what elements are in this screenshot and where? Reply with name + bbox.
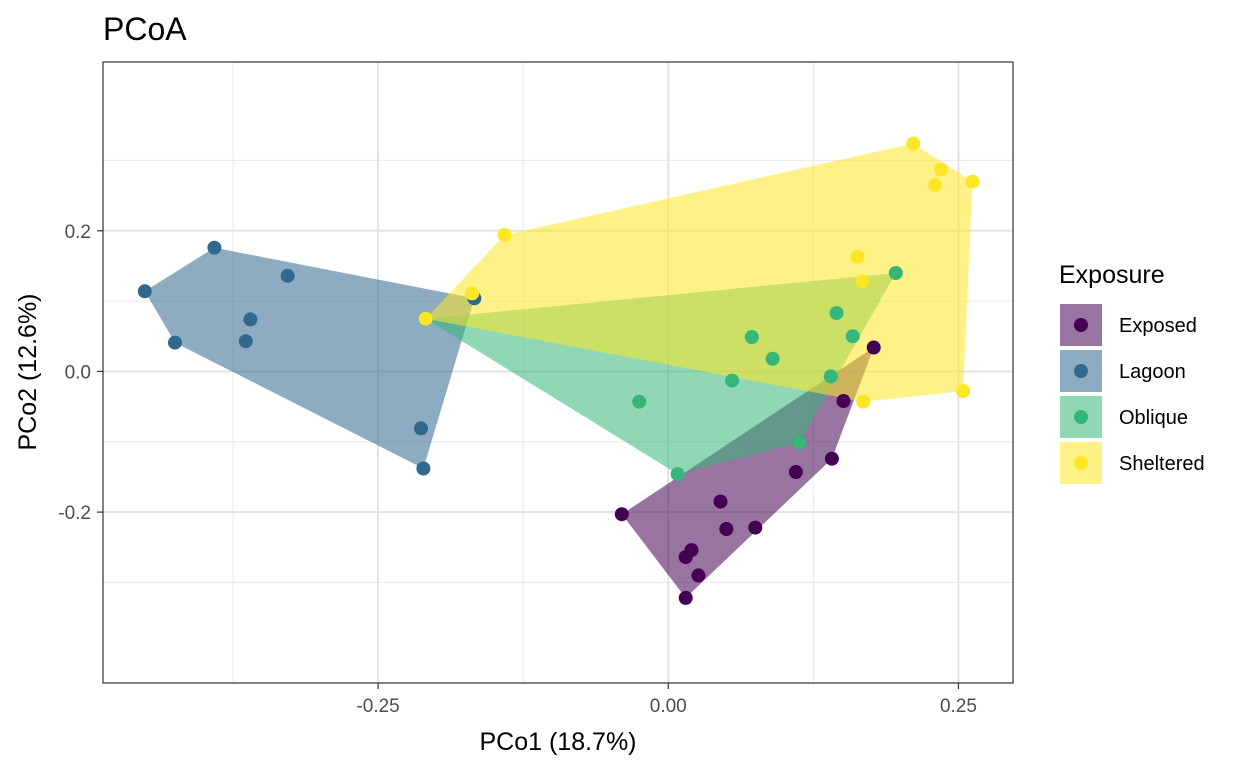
sheltered-point — [465, 286, 480, 301]
oblique-legend-label: Oblique — [1119, 407, 1188, 429]
exposed-legend-label: Exposed — [1119, 315, 1197, 337]
y-axis-title: PCo2 (12.6%) — [14, 293, 42, 450]
sheltered-legend-dot — [1074, 456, 1088, 470]
exposed-point — [691, 568, 706, 583]
x-tick-label: 0.00 — [650, 696, 687, 717]
exposed-point — [788, 465, 803, 479]
exposed-point — [866, 340, 881, 355]
convex-hulls — [144, 143, 973, 598]
sheltered-point — [906, 136, 921, 151]
oblique-point — [765, 351, 780, 366]
exposed-point — [678, 590, 693, 605]
y-tick-label: 0.0 — [65, 362, 91, 383]
oblique-point — [725, 373, 740, 388]
sheltered-point — [928, 178, 943, 193]
lagoon-point — [168, 335, 182, 350]
exposed-point — [614, 507, 629, 522]
y-axis-ticks: -0.2 0.0 0.2 — [58, 222, 103, 524]
sheltered-point — [965, 174, 980, 189]
sheltered-point — [934, 162, 948, 177]
lagoon-point — [280, 268, 295, 283]
sheltered-point — [956, 384, 971, 399]
x-axis-ticks: -0.25 0.00 0.25 — [356, 683, 977, 717]
oblique-legend-dot — [1074, 410, 1088, 424]
oblique-point — [823, 369, 838, 384]
lagoon-hull — [144, 247, 475, 469]
sheltered-hull — [425, 143, 973, 402]
lagoon-point — [238, 334, 253, 349]
exposed-point — [824, 451, 839, 466]
legend-title: Exposure — [1059, 261, 1165, 289]
sheltered-point — [418, 311, 433, 326]
sheltered-point — [497, 228, 512, 242]
lagoon-point — [243, 312, 258, 327]
sheltered-legend-label: Sheltered — [1119, 453, 1205, 475]
y-tick-label: -0.2 — [58, 503, 91, 524]
exposed-point — [678, 550, 693, 565]
lagoon-legend-dot — [1074, 364, 1088, 378]
sheltered-point — [850, 249, 865, 264]
oblique-point — [632, 394, 647, 409]
x-axis-title: PCo1 (18.7%) — [479, 728, 636, 756]
sheltered-point — [856, 394, 871, 409]
exposed-point — [719, 522, 734, 536]
sheltered-point — [855, 274, 870, 289]
legend-items: Exposed Lagoon Oblique Sheltered — [1060, 304, 1205, 484]
legend: Exposure Exposed Lagoon Oblique Sheltered — [1059, 261, 1205, 484]
plot-panel-border — [102, 61, 1014, 684]
x-tick-label: 0.25 — [940, 696, 977, 717]
oblique-point — [888, 266, 903, 280]
oblique-point — [829, 306, 844, 321]
exposed-point — [748, 520, 763, 535]
lagoon-point — [137, 284, 152, 299]
chart-title: PCoA — [103, 11, 187, 47]
y-tick-label: 0.2 — [65, 222, 91, 243]
lagoon-point — [207, 240, 222, 255]
exposed-point — [713, 494, 728, 509]
oblique-point — [792, 435, 807, 450]
exposed-legend-dot — [1074, 318, 1088, 332]
exposed-point — [836, 394, 851, 408]
lagoon-legend-label: Lagoon — [1119, 361, 1186, 383]
oblique-point — [744, 330, 759, 344]
x-tick-label: -0.25 — [356, 696, 399, 717]
oblique-point — [670, 467, 685, 482]
lagoon-point — [414, 421, 428, 436]
lagoon-point — [416, 461, 431, 476]
data-points — [137, 136, 980, 605]
oblique-point — [845, 329, 860, 344]
